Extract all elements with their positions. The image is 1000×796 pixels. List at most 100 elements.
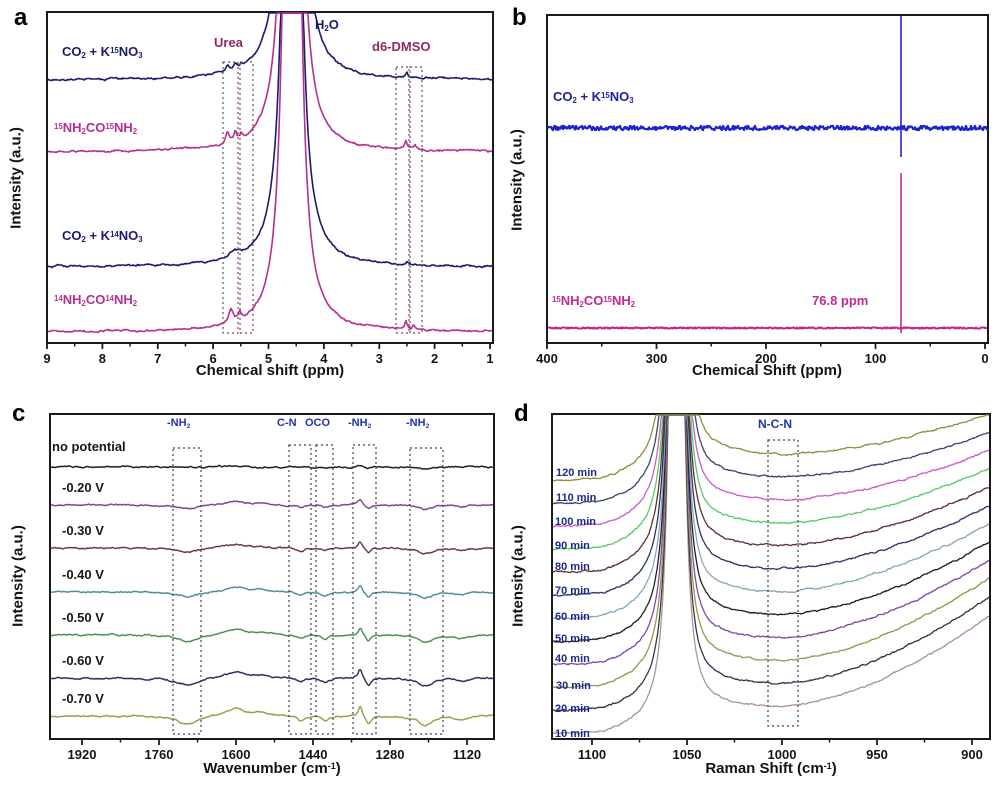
x-tick-label: 1 — [486, 351, 493, 366]
highlight-box — [767, 439, 799, 727]
x-tick-label: 1000 — [768, 747, 797, 762]
spectrum-trace — [51, 498, 493, 511]
spectrum-trace — [553, 414, 990, 712]
x-tick-label: 200 — [755, 351, 777, 366]
trace-label: -0.50 V — [62, 610, 104, 625]
panel-c: 1920 1760 1600 1440 1280 1120 c Intensity (a.… — [0, 396, 500, 796]
x-tick-label: 1120 — [453, 747, 481, 762]
spectrum-trace — [51, 668, 493, 687]
trace-label: -0.30 V — [62, 523, 104, 538]
x-tick-label: 1600 — [222, 747, 251, 762]
trace-label: 15NH2CO15NH2 — [552, 293, 636, 310]
panel-c-plot: 1920 1760 1600 1440 1280 1120 — [49, 413, 495, 762]
x-tick-label: 6 — [209, 351, 216, 366]
peak-annotation: Urea — [214, 35, 243, 50]
x-tick-label: 8 — [99, 351, 106, 366]
spectrum-trace — [51, 627, 494, 644]
panel-a-xlabel: Chemical shift (ppm) — [195, 362, 345, 379]
x-tick-label: 1280 — [376, 747, 405, 762]
trace-label: no potential — [52, 439, 126, 454]
spectrum-trace — [47, 12, 493, 82]
x-tick-label: 400 — [536, 351, 558, 366]
trace-label: CO2 + K14NO3 — [62, 228, 143, 245]
plot-border — [46, 11, 494, 344]
x-tick-label: 300 — [646, 351, 668, 366]
trace-label: 20 min — [555, 703, 590, 715]
spectrum-trace — [47, 12, 492, 334]
trace-label: 15NH2CO15NH2 — [54, 120, 138, 137]
panel-a-ylabel: Intensity (a.u.) — [7, 127, 25, 229]
spectrum-trace — [552, 414, 989, 620]
plot-border — [546, 14, 989, 344]
x-tick-label: 3 — [376, 351, 383, 366]
panel-c-xlabel: Wavenumber (cm-1) — [203, 760, 341, 777]
highlight-box — [239, 61, 254, 334]
spectrum-trace — [47, 12, 493, 154]
x-tick-label: 1100 — [578, 747, 606, 762]
panel-letter-a: a — [14, 4, 28, 31]
x-tick-label: 2 — [431, 351, 438, 366]
x-tick-label: 100 — [865, 351, 887, 366]
trace-label: CO2 + K15NO3 — [62, 44, 143, 61]
panel-b: 400 300 200 100 0 b Intensity (a.u.) Chemica… — [500, 0, 1000, 396]
spectrum-trace — [47, 12, 493, 269]
x-tick-label: 1440 — [299, 747, 328, 762]
peak-annotation: d6-DMSO — [372, 39, 431, 54]
spectrum-trace — [552, 414, 990, 574]
x-tick-label: 950 — [866, 747, 888, 762]
plot-border — [49, 413, 495, 740]
x-tick-label: 1760 — [145, 747, 174, 762]
highlight-box — [222, 61, 239, 334]
trace-label: 14NH2CO14NH2 — [54, 292, 138, 309]
x-tick-label: 7 — [154, 351, 161, 366]
panel-letter-d: d — [514, 400, 529, 427]
panel-a-plot: 9 8 7 6 5 4 3 2 1 — [43, 11, 494, 366]
panel-b-xlabel: Chemical Shift (ppm) — [691, 362, 843, 379]
spectrum-trace — [553, 414, 990, 644]
spectrum-trace — [552, 414, 990, 551]
highlight-box — [288, 444, 312, 735]
trace-label: 10 min — [555, 728, 590, 740]
trace-label: 30 min — [556, 680, 591, 692]
trace-label: 120 min — [556, 467, 597, 479]
band-annotation: OCO — [305, 417, 331, 429]
trace-label: 110 min — [556, 492, 597, 504]
panel-b-plot: 400 300 200 100 0 — [536, 14, 989, 366]
spectrum-trace — [51, 464, 494, 470]
panel-a: 9 8 7 6 5 4 3 2 1 a Intensity (a.u.) Chemical sh… — [0, 0, 500, 396]
band-annotation: -NH2 — [167, 417, 191, 430]
panel-d-ylabel: Intensity (a.u.) — [509, 525, 527, 627]
spectrum-trace — [552, 414, 990, 528]
band-annotation: -NH2 — [348, 417, 372, 430]
highlight-box — [395, 66, 410, 334]
panel-d-plot: 1100 1050 1000 950 900 — [551, 413, 991, 762]
panel-d-xlabel: Raman Shift (cm-1) — [705, 760, 837, 777]
x-tick-label: 5 — [265, 351, 272, 366]
highlight-box — [409, 447, 444, 735]
panel-c-ylabel: Intensity (a.u.) — [9, 525, 27, 627]
plot-border — [551, 413, 991, 740]
spectrum-trace — [553, 414, 990, 666]
panel-d: 1100 1050 1000 950 900 d Intensity (a.u.) Ra… — [500, 396, 1000, 796]
spectrum-trace — [552, 414, 990, 505]
x-tick-label: 1050 — [673, 747, 702, 762]
x-tick-label: 1920 — [68, 747, 97, 762]
x-tick-label: 900 — [961, 747, 983, 762]
spectrum-trace — [552, 414, 989, 597]
trace-label: 60 min — [555, 611, 590, 623]
trace-label: CO2 + K15NO3 — [553, 89, 634, 106]
spectrum-trace — [50, 584, 494, 600]
trace-label: -0.20 V — [62, 480, 104, 495]
trace-label: -0.60 V — [62, 653, 104, 668]
highlight-box — [409, 66, 423, 334]
trace-label: 70 min — [555, 585, 590, 597]
spectrum-trace — [51, 705, 493, 727]
x-tick-label: 4 — [320, 351, 328, 366]
panel-letter-c: c — [12, 400, 26, 427]
panel-letter-b: b — [512, 4, 527, 31]
highlight-box — [315, 444, 334, 735]
band-annotation: -NH2 — [406, 417, 430, 430]
trace-label: -0.40 V — [62, 567, 104, 582]
x-tick-label: 9 — [43, 351, 50, 366]
